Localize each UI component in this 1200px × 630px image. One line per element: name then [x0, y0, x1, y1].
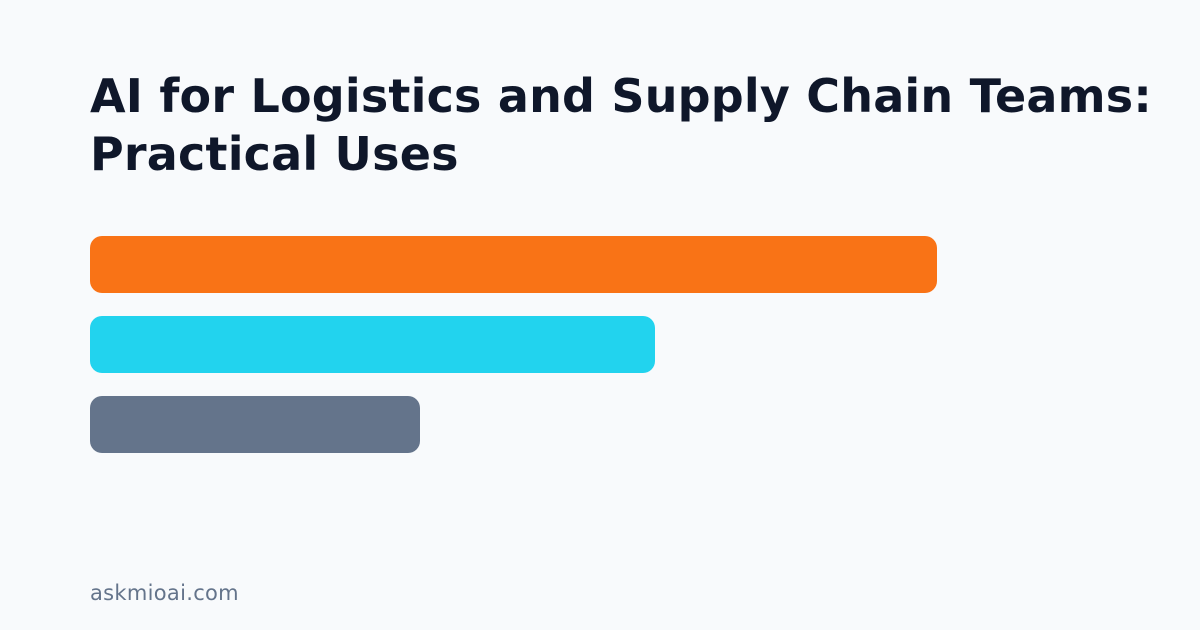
page-title: AI for Logistics and Supply Chain Teams:…: [90, 67, 1152, 183]
title-line-2: Practical Uses: [90, 127, 459, 181]
title-line-1: AI for Logistics and Supply Chain Teams:: [90, 69, 1152, 123]
bar-1: [90, 236, 937, 293]
decorative-bars: [90, 236, 1110, 476]
bar-3: [90, 396, 420, 453]
site-url: askmioai.com: [90, 581, 239, 605]
bar-2: [90, 316, 655, 373]
